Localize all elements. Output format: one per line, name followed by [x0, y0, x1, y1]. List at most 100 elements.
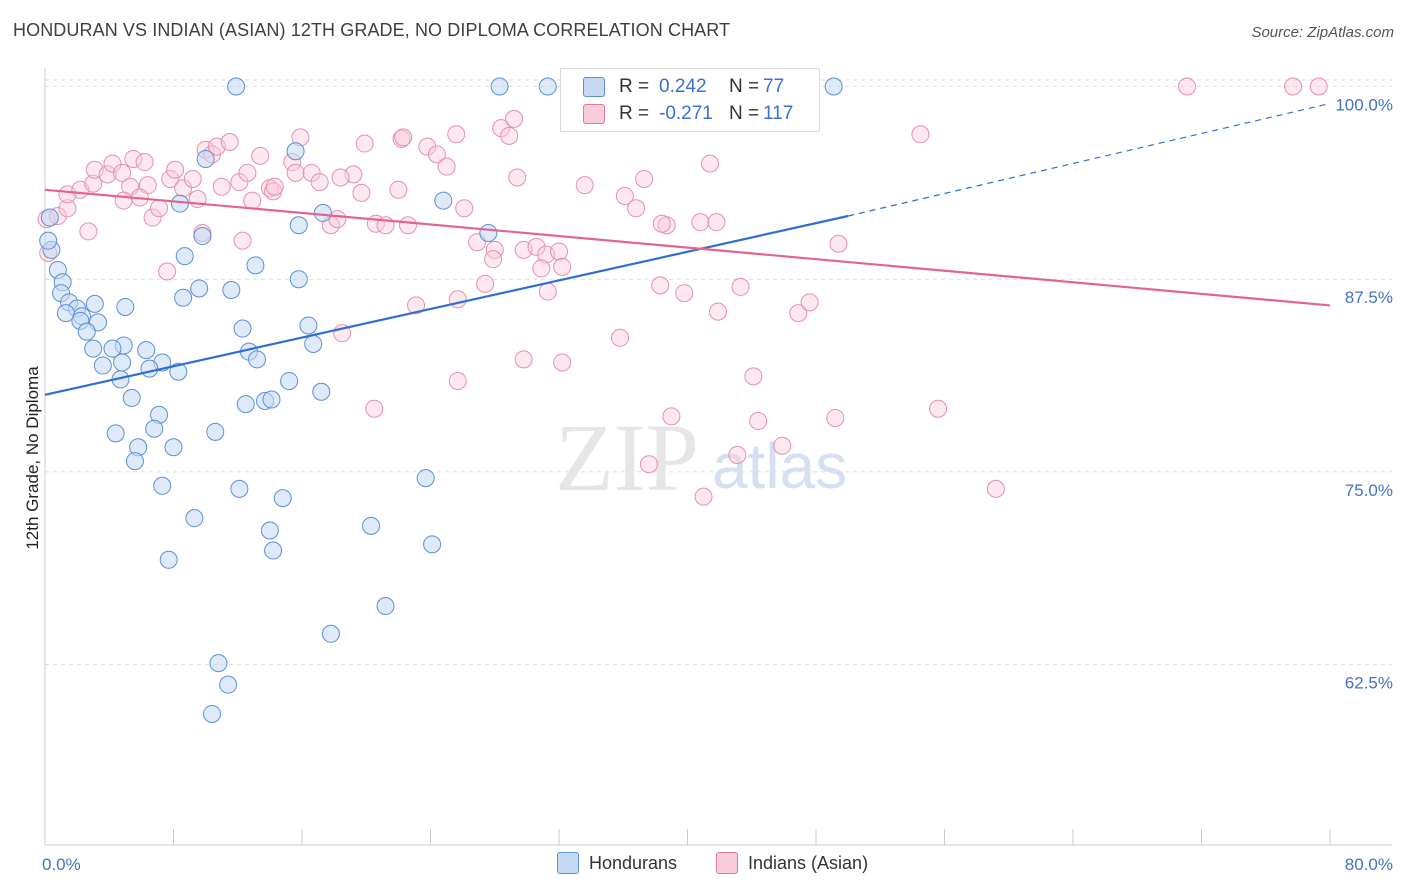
indian-point — [455, 199, 474, 218]
indian-point — [635, 170, 654, 188]
indian-point — [611, 328, 630, 347]
honduran-point — [227, 77, 246, 96]
indian-point — [731, 277, 750, 296]
indian-point — [505, 109, 524, 128]
honduran-point — [106, 424, 125, 443]
indian-point — [447, 125, 466, 144]
honduran-point — [219, 675, 238, 694]
honduran-point — [416, 469, 435, 488]
indian-point — [514, 350, 533, 369]
indian-point — [615, 186, 634, 205]
indian-point — [427, 145, 446, 164]
legend-row-hondurans: R = 0.242 N = 77 — [583, 75, 784, 99]
indian-point — [233, 231, 252, 250]
indian-point — [986, 479, 1005, 498]
indian-point — [84, 174, 103, 193]
chart-title: HONDURAN VS INDIAN (ASIAN) 12TH GRADE, N… — [13, 20, 731, 40]
indian-point — [79, 222, 98, 241]
indian-point — [508, 168, 527, 187]
honduran-point — [264, 541, 283, 560]
indian-point — [553, 353, 572, 372]
honduran-point — [206, 422, 225, 441]
honduran-point — [193, 227, 212, 246]
indian-point — [484, 250, 503, 269]
x-tick-label-max: 80.0% — [1345, 855, 1393, 874]
honduran-point — [159, 550, 178, 569]
indian-point — [238, 163, 257, 182]
legend-swatch-pink — [583, 104, 605, 124]
legend-row-indians: R = -0.271 N = 117 — [583, 102, 793, 126]
indian-point — [437, 157, 456, 176]
indian-point — [675, 284, 694, 303]
indian-point — [1284, 77, 1303, 96]
n-value-indians: 117 — [763, 103, 794, 124]
indian-point — [485, 240, 504, 259]
trend-line-hondurans — [44, 214, 849, 396]
indian-point — [709, 302, 728, 321]
indian-point — [114, 191, 133, 210]
honduran-point — [299, 316, 318, 335]
honduran-point — [273, 489, 292, 508]
honduran-point — [125, 452, 144, 471]
indian-point — [352, 183, 371, 202]
r-value-indians: -0.271 — [659, 103, 713, 124]
honduran-point — [190, 279, 209, 298]
honduran-point — [289, 216, 308, 235]
correlation-legend: R = 0.242 N = 77 R = -0.271 N = 117 — [560, 68, 820, 132]
indian-point — [652, 214, 671, 233]
indian-point — [243, 191, 262, 210]
honduran-point — [113, 353, 132, 372]
indian-point — [800, 293, 819, 312]
honduran-point — [236, 395, 255, 414]
honduran-point — [209, 654, 228, 673]
honduran-point — [479, 223, 498, 242]
indian-point — [829, 234, 848, 253]
honduran-point — [824, 77, 843, 96]
indian-point — [911, 125, 930, 144]
y-axis-label: 12th Grade, No Diploma — [23, 366, 42, 550]
indian-point — [789, 304, 808, 323]
indian-point — [407, 296, 426, 315]
honduran-point — [122, 388, 141, 407]
indian-point — [124, 149, 143, 168]
indian-point — [651, 276, 670, 295]
honduran-point — [286, 142, 305, 161]
honduran-point — [196, 149, 215, 168]
watermark-atlas: atlas — [712, 430, 847, 502]
honduran-point — [103, 339, 122, 358]
honduran-point — [145, 419, 164, 438]
trend-line-indians — [44, 188, 1331, 307]
indian-point — [538, 282, 557, 301]
bottom-swatch-pink — [716, 852, 738, 874]
honduran-point — [230, 479, 249, 498]
x-tick-label-min: 0.0% — [42, 855, 81, 874]
indian-point — [476, 274, 495, 293]
honduran-point — [233, 319, 252, 338]
indian-point — [355, 134, 374, 153]
indian-point — [310, 173, 329, 192]
indian-point — [98, 165, 117, 184]
indian-point — [58, 199, 77, 218]
indian-point — [691, 213, 710, 232]
indian-point — [728, 445, 747, 464]
honduran-point — [376, 597, 395, 616]
indian-point — [399, 216, 418, 235]
honduran-point — [140, 359, 159, 378]
indian-point — [553, 257, 572, 276]
honduran-point — [116, 297, 135, 316]
honduran-point — [313, 203, 332, 222]
legend-swatch-blue — [583, 77, 605, 97]
honduran-point — [362, 516, 381, 535]
honduran-point — [222, 281, 241, 299]
bottom-legend-indians: Indians (Asian) — [716, 852, 868, 874]
honduran-point — [262, 390, 281, 409]
trend-line-hondurans-extension — [847, 102, 1331, 217]
bottom-legend-label-indians: Indians (Asian) — [748, 852, 869, 873]
honduran-point — [39, 231, 58, 250]
indian-point — [183, 170, 202, 188]
y-tick-label: 75.0% — [1345, 481, 1393, 500]
indian-point — [394, 128, 413, 147]
bottom-legend-hondurans: Hondurans — [557, 852, 677, 874]
indian-point — [389, 180, 408, 199]
